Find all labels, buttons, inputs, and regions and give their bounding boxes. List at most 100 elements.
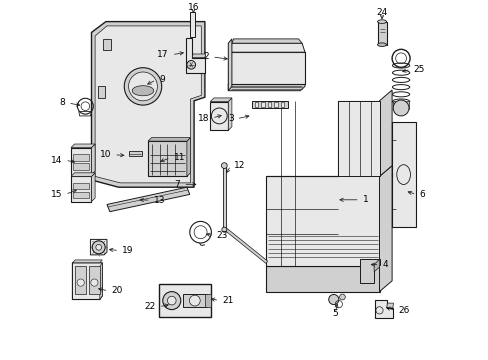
Polygon shape [225, 229, 267, 264]
Polygon shape [228, 39, 231, 91]
Polygon shape [254, 102, 258, 107]
Text: 14: 14 [51, 156, 62, 165]
Polygon shape [210, 102, 228, 130]
Polygon shape [265, 101, 379, 266]
Polygon shape [373, 259, 379, 272]
Text: 18: 18 [197, 113, 209, 122]
Text: 17: 17 [157, 50, 168, 59]
Polygon shape [273, 102, 277, 107]
Text: 13: 13 [153, 196, 165, 204]
Polygon shape [374, 300, 392, 318]
Circle shape [221, 163, 227, 168]
Circle shape [124, 68, 162, 105]
Polygon shape [91, 22, 204, 187]
Text: 4: 4 [382, 260, 387, 269]
Polygon shape [377, 22, 386, 45]
Polygon shape [103, 39, 110, 50]
Text: 10: 10 [100, 150, 111, 159]
Text: 6: 6 [419, 190, 425, 199]
Ellipse shape [132, 86, 153, 96]
Text: 5: 5 [332, 309, 337, 318]
Polygon shape [71, 148, 91, 175]
Circle shape [328, 294, 338, 305]
Polygon shape [90, 239, 107, 255]
Text: 9: 9 [159, 76, 164, 85]
Polygon shape [100, 263, 102, 300]
Polygon shape [89, 266, 100, 294]
Ellipse shape [189, 295, 200, 306]
Circle shape [339, 294, 345, 300]
Polygon shape [98, 86, 104, 98]
Text: 7: 7 [174, 180, 180, 189]
Polygon shape [379, 166, 391, 292]
Polygon shape [192, 54, 205, 58]
Circle shape [167, 296, 176, 305]
Text: 26: 26 [398, 306, 409, 315]
Text: 15: 15 [51, 190, 62, 199]
Circle shape [222, 227, 226, 232]
Polygon shape [71, 173, 95, 176]
Polygon shape [280, 102, 284, 107]
Text: 24: 24 [376, 8, 387, 17]
Circle shape [392, 100, 408, 116]
Polygon shape [223, 164, 225, 231]
Text: 19: 19 [122, 246, 133, 255]
Circle shape [92, 241, 105, 254]
Polygon shape [359, 259, 379, 283]
Polygon shape [73, 192, 89, 198]
Ellipse shape [377, 43, 386, 46]
Polygon shape [107, 187, 189, 212]
Polygon shape [228, 84, 305, 91]
Text: 11: 11 [173, 153, 184, 162]
Circle shape [128, 72, 157, 101]
Text: 1: 1 [362, 195, 367, 204]
Circle shape [96, 244, 102, 250]
Ellipse shape [377, 20, 386, 23]
Polygon shape [73, 163, 89, 170]
Circle shape [186, 60, 195, 69]
Polygon shape [72, 263, 102, 300]
Polygon shape [91, 144, 95, 175]
Polygon shape [265, 266, 379, 292]
Polygon shape [229, 43, 305, 52]
Polygon shape [391, 122, 415, 227]
Text: 21: 21 [222, 296, 233, 305]
Polygon shape [386, 303, 393, 308]
Text: 25: 25 [413, 65, 424, 74]
Polygon shape [251, 101, 287, 108]
Polygon shape [186, 38, 204, 73]
Polygon shape [261, 102, 264, 107]
Polygon shape [159, 284, 211, 317]
Polygon shape [95, 26, 201, 183]
Polygon shape [72, 260, 102, 263]
Polygon shape [228, 98, 231, 130]
Polygon shape [71, 144, 95, 148]
Polygon shape [71, 176, 91, 202]
Polygon shape [73, 183, 89, 189]
Text: 8: 8 [60, 99, 65, 108]
Polygon shape [73, 154, 89, 161]
Polygon shape [379, 90, 391, 176]
Polygon shape [204, 294, 211, 307]
Text: 16: 16 [187, 3, 199, 12]
Polygon shape [392, 101, 408, 109]
Text: 20: 20 [111, 287, 122, 295]
Polygon shape [231, 39, 302, 43]
Polygon shape [337, 101, 379, 176]
Polygon shape [183, 294, 206, 307]
Polygon shape [267, 102, 270, 107]
Polygon shape [210, 98, 231, 102]
Polygon shape [128, 151, 142, 156]
Circle shape [91, 279, 98, 286]
Text: 2: 2 [203, 52, 209, 61]
Polygon shape [186, 138, 190, 176]
Polygon shape [228, 52, 305, 84]
Polygon shape [148, 138, 190, 141]
Circle shape [163, 292, 181, 310]
Text: 23: 23 [216, 231, 228, 240]
Text: 3: 3 [227, 114, 233, 123]
Circle shape [77, 279, 84, 286]
Polygon shape [148, 141, 186, 176]
Polygon shape [75, 266, 86, 294]
Text: 12: 12 [233, 161, 244, 170]
